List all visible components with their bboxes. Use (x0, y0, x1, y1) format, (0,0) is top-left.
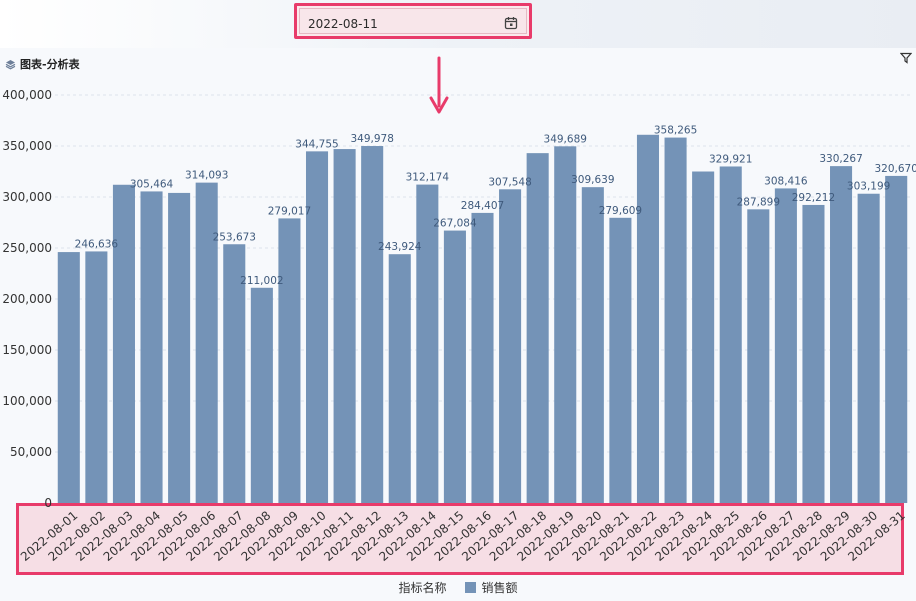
y-tick-label: 350,000 (2, 139, 52, 153)
bar[interactable] (664, 137, 687, 503)
y-tick-label: 150,000 (2, 343, 52, 357)
bar[interactable] (195, 182, 218, 504)
data-label: 284,407 (461, 200, 504, 212)
data-label: 349,978 (350, 133, 393, 145)
data-label: 312,174 (406, 172, 450, 184)
bar[interactable] (223, 244, 246, 503)
data-label: 292,212 (792, 192, 835, 204)
data-label: 358,265 (654, 125, 697, 137)
bar[interactable] (830, 166, 853, 503)
date-picker[interactable]: 2022-08-11 (294, 3, 532, 39)
y-tick-label: 300,000 (2, 190, 52, 204)
data-label: 253,673 (213, 231, 256, 243)
bar[interactable] (112, 184, 135, 503)
data-label: 267,084 (433, 218, 477, 230)
data-label: 303,199 (847, 181, 890, 193)
bar[interactable] (443, 230, 466, 503)
x-axis-highlight (16, 503, 904, 575)
annotation-arrow (429, 56, 449, 114)
filter-icon[interactable] (900, 52, 912, 64)
legend-dimension-label: 指标名称 (398, 581, 447, 595)
data-label: 246,636 (75, 238, 119, 250)
panel-header: 图表-分析表 (5, 56, 80, 72)
bar[interactable] (857, 193, 880, 504)
y-tick-label: 250,000 (2, 241, 52, 255)
bar[interactable] (774, 188, 797, 503)
bar[interactable] (333, 149, 356, 503)
y-tick-label: 200,000 (2, 292, 52, 306)
data-label: 309,639 (571, 174, 614, 186)
y-tick-label: 0 (44, 496, 52, 510)
calendar-icon[interactable] (504, 16, 518, 30)
legend-swatch[interactable] (464, 582, 476, 593)
date-picker-value: 2022-08-11 (308, 17, 378, 31)
legend-series-label[interactable]: 销售额 (481, 581, 518, 595)
bar[interactable] (636, 134, 660, 503)
bar[interactable] (361, 146, 384, 503)
y-tick-label: 50,000 (10, 445, 52, 459)
bar[interactable] (85, 251, 108, 503)
bar[interactable] (499, 189, 522, 504)
data-label: 320,670 (874, 163, 916, 175)
bar[interactable] (388, 254, 411, 503)
bar[interactable] (719, 166, 742, 503)
legend: 指标名称 销售额 (0, 579, 916, 596)
panel-title: 图表-分析表 (20, 58, 80, 71)
bar[interactable] (471, 212, 494, 504)
data-label: 211,002 (240, 275, 283, 287)
bar[interactable] (747, 209, 770, 503)
data-label: 287,899 (737, 196, 780, 208)
data-label: 279,609 (599, 205, 642, 217)
data-label: 329,921 (709, 153, 752, 165)
layers-icon (5, 59, 16, 69)
data-label: 307,548 (488, 176, 531, 188)
y-tick-label: 400,000 (2, 88, 52, 102)
bar[interactable] (885, 175, 908, 503)
data-label: 349,689 (544, 133, 587, 145)
bar[interactable] (250, 287, 273, 503)
bar[interactable] (57, 252, 80, 503)
data-label: 279,017 (268, 205, 311, 217)
data-label: 344,755 (295, 138, 338, 150)
bar[interactable] (140, 191, 163, 503)
bar[interactable] (526, 153, 549, 503)
bar[interactable] (692, 171, 715, 504)
bar[interactable] (802, 204, 825, 503)
data-label: 330,267 (819, 153, 862, 165)
data-label: 308,416 (764, 175, 808, 187)
data-label: 243,924 (378, 241, 422, 253)
bar[interactable] (168, 192, 191, 504)
bar[interactable] (305, 151, 329, 503)
bar[interactable] (416, 184, 439, 503)
bar[interactable] (554, 146, 577, 504)
bar[interactable] (278, 218, 301, 504)
date-picker-box[interactable]: 2022-08-11 (299, 8, 527, 34)
data-label: 314,093 (185, 170, 228, 182)
bar[interactable] (609, 217, 632, 503)
data-label: 305,464 (130, 178, 174, 190)
bar[interactable] (581, 187, 604, 503)
y-tick-label: 100,000 (2, 394, 52, 408)
